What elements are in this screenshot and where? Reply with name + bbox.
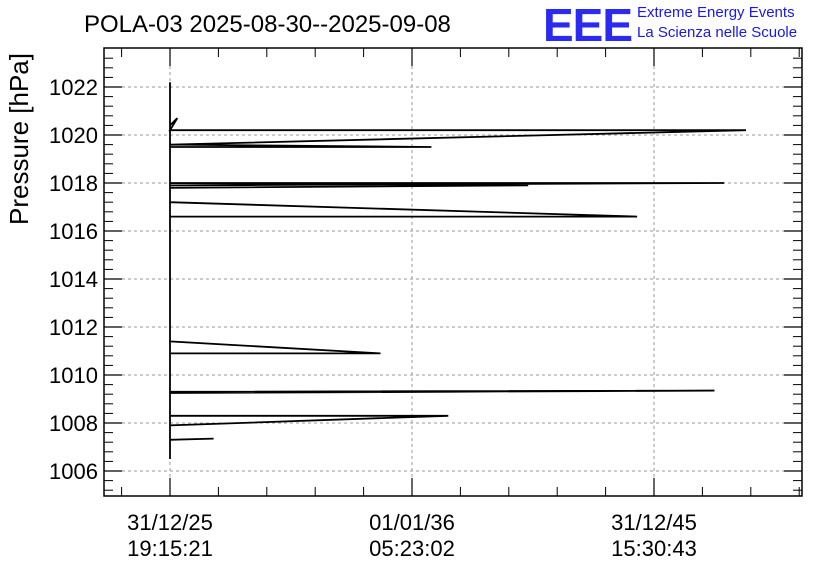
plot-area: 1006 1008 1010 1012 1014 1016 1018 1020 1022 31/1… <box>49 47 803 561</box>
y-tick-label: 1006 <box>49 459 98 484</box>
y-tick-label: 1014 <box>49 267 98 292</box>
logo-line-1: Extreme Energy Events <box>637 4 795 21</box>
y-tick-label: 1012 <box>49 315 98 340</box>
x-tick-label-time: 15:30:43 <box>611 536 697 561</box>
y-tick-label: 1022 <box>49 75 98 100</box>
x-tick-label-date: 01/01/36 <box>369 510 455 535</box>
y-tick-label: 1020 <box>49 123 98 148</box>
x-tick-label-time: 05:23:02 <box>369 536 455 561</box>
y-tick-label: 1010 <box>49 363 98 388</box>
logo-line-2: La Scienza nelle Scuole <box>637 24 798 41</box>
eee-logo: EEE <box>543 0 633 51</box>
x-tick-label-date: 31/12/45 <box>611 510 697 535</box>
plot-frame <box>103 47 803 497</box>
y-tick-label: 1008 <box>49 411 98 436</box>
chart-title: POLA-03 2025-08-30--2025-09-08 <box>84 11 451 38</box>
y-tick-label: 1016 <box>49 219 98 244</box>
x-tick-label-time: 19:15:21 <box>127 536 213 561</box>
y-tick-label: 1018 <box>49 171 98 196</box>
pressure-series-line <box>168 82 747 459</box>
y-axis-label: Pressure [hPa] <box>4 53 34 225</box>
x-tick-label-date: 31/12/25 <box>127 510 213 535</box>
